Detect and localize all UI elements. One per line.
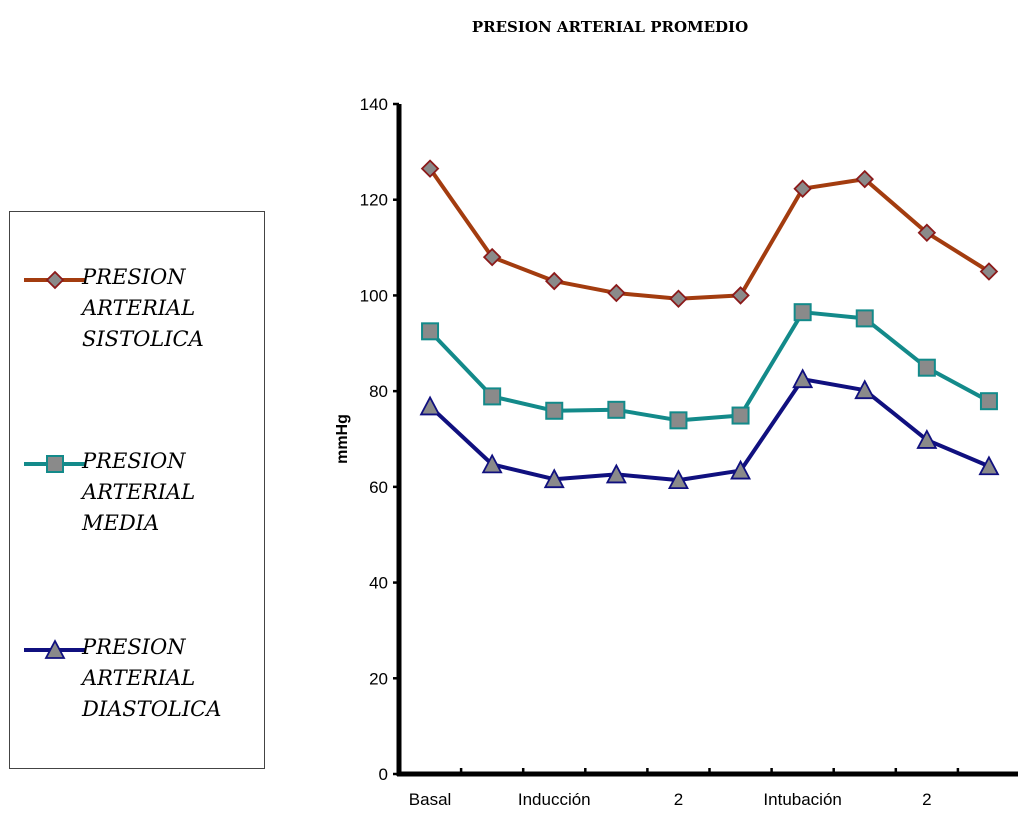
data-point xyxy=(978,455,1000,476)
data-point xyxy=(669,289,688,309)
data-point xyxy=(607,400,626,419)
y-tick-label: 20 xyxy=(369,669,388,688)
data-point xyxy=(979,262,999,281)
data-point xyxy=(419,395,441,416)
data-point xyxy=(482,247,502,267)
y-tick-label: 80 xyxy=(369,382,388,401)
square-marker-icon xyxy=(24,455,86,473)
data-point xyxy=(420,159,440,178)
data-point xyxy=(667,469,689,490)
series-diamond xyxy=(420,159,999,309)
series-line xyxy=(428,377,990,483)
data-point xyxy=(730,459,752,480)
data-point xyxy=(792,368,814,389)
x-tick-label: Inducción xyxy=(518,790,591,809)
y-tick-label: 120 xyxy=(360,191,388,210)
y-tick-label: 140 xyxy=(360,95,388,114)
data-point xyxy=(731,286,750,305)
data-point xyxy=(605,463,627,484)
data-point xyxy=(669,411,688,430)
series-line xyxy=(428,310,990,423)
y-tick-label: 40 xyxy=(369,574,388,593)
data-point xyxy=(793,303,812,322)
data-point xyxy=(483,387,502,406)
legend-label: PRESION ARTERIAL MEDIA xyxy=(82,449,196,535)
data-point xyxy=(544,271,564,291)
legend: PRESION ARTERIAL SISTOLICA PRESION ARTER… xyxy=(9,211,265,769)
data-point xyxy=(917,223,937,243)
x-tick-label: Basal xyxy=(409,790,452,809)
y-tick-label: 60 xyxy=(369,478,388,497)
data-point xyxy=(543,468,565,489)
y-tick-label: 100 xyxy=(360,286,388,305)
data-point xyxy=(731,406,750,425)
series-line xyxy=(428,167,991,301)
data-point xyxy=(916,429,938,449)
data-point xyxy=(793,179,812,198)
series-triangle xyxy=(419,368,1000,490)
y-tick-label: 0 xyxy=(379,765,388,784)
axes: 0 20 40 60 80 100 120 140 mmHg Basal Inducción 2 Int… xyxy=(334,95,1018,809)
chart-title: PRESION ARTERIAL PROMEDIO xyxy=(471,18,749,36)
diamond-marker-icon xyxy=(24,270,86,290)
data-point xyxy=(979,392,998,411)
data-point xyxy=(481,453,503,474)
data-point xyxy=(607,283,626,303)
data-point xyxy=(545,401,564,420)
x-tick-label: Intubación xyxy=(763,790,841,809)
series-layer xyxy=(419,159,1000,490)
x-tick-label: 2 xyxy=(674,790,683,809)
data-point xyxy=(855,169,875,189)
triangle-marker-icon xyxy=(24,639,86,659)
series-square xyxy=(421,303,998,430)
data-point xyxy=(917,358,936,377)
x-tick-label: 2 xyxy=(922,790,931,809)
legend-label: PRESION ARTERIAL SISTOLICA xyxy=(82,265,204,351)
y-axis-title: mmHg xyxy=(334,414,351,464)
data-point xyxy=(854,379,876,400)
legend-label: PRESION ARTERIAL DIASTOLICA xyxy=(82,635,222,721)
data-point xyxy=(421,322,440,341)
data-point xyxy=(855,309,874,328)
